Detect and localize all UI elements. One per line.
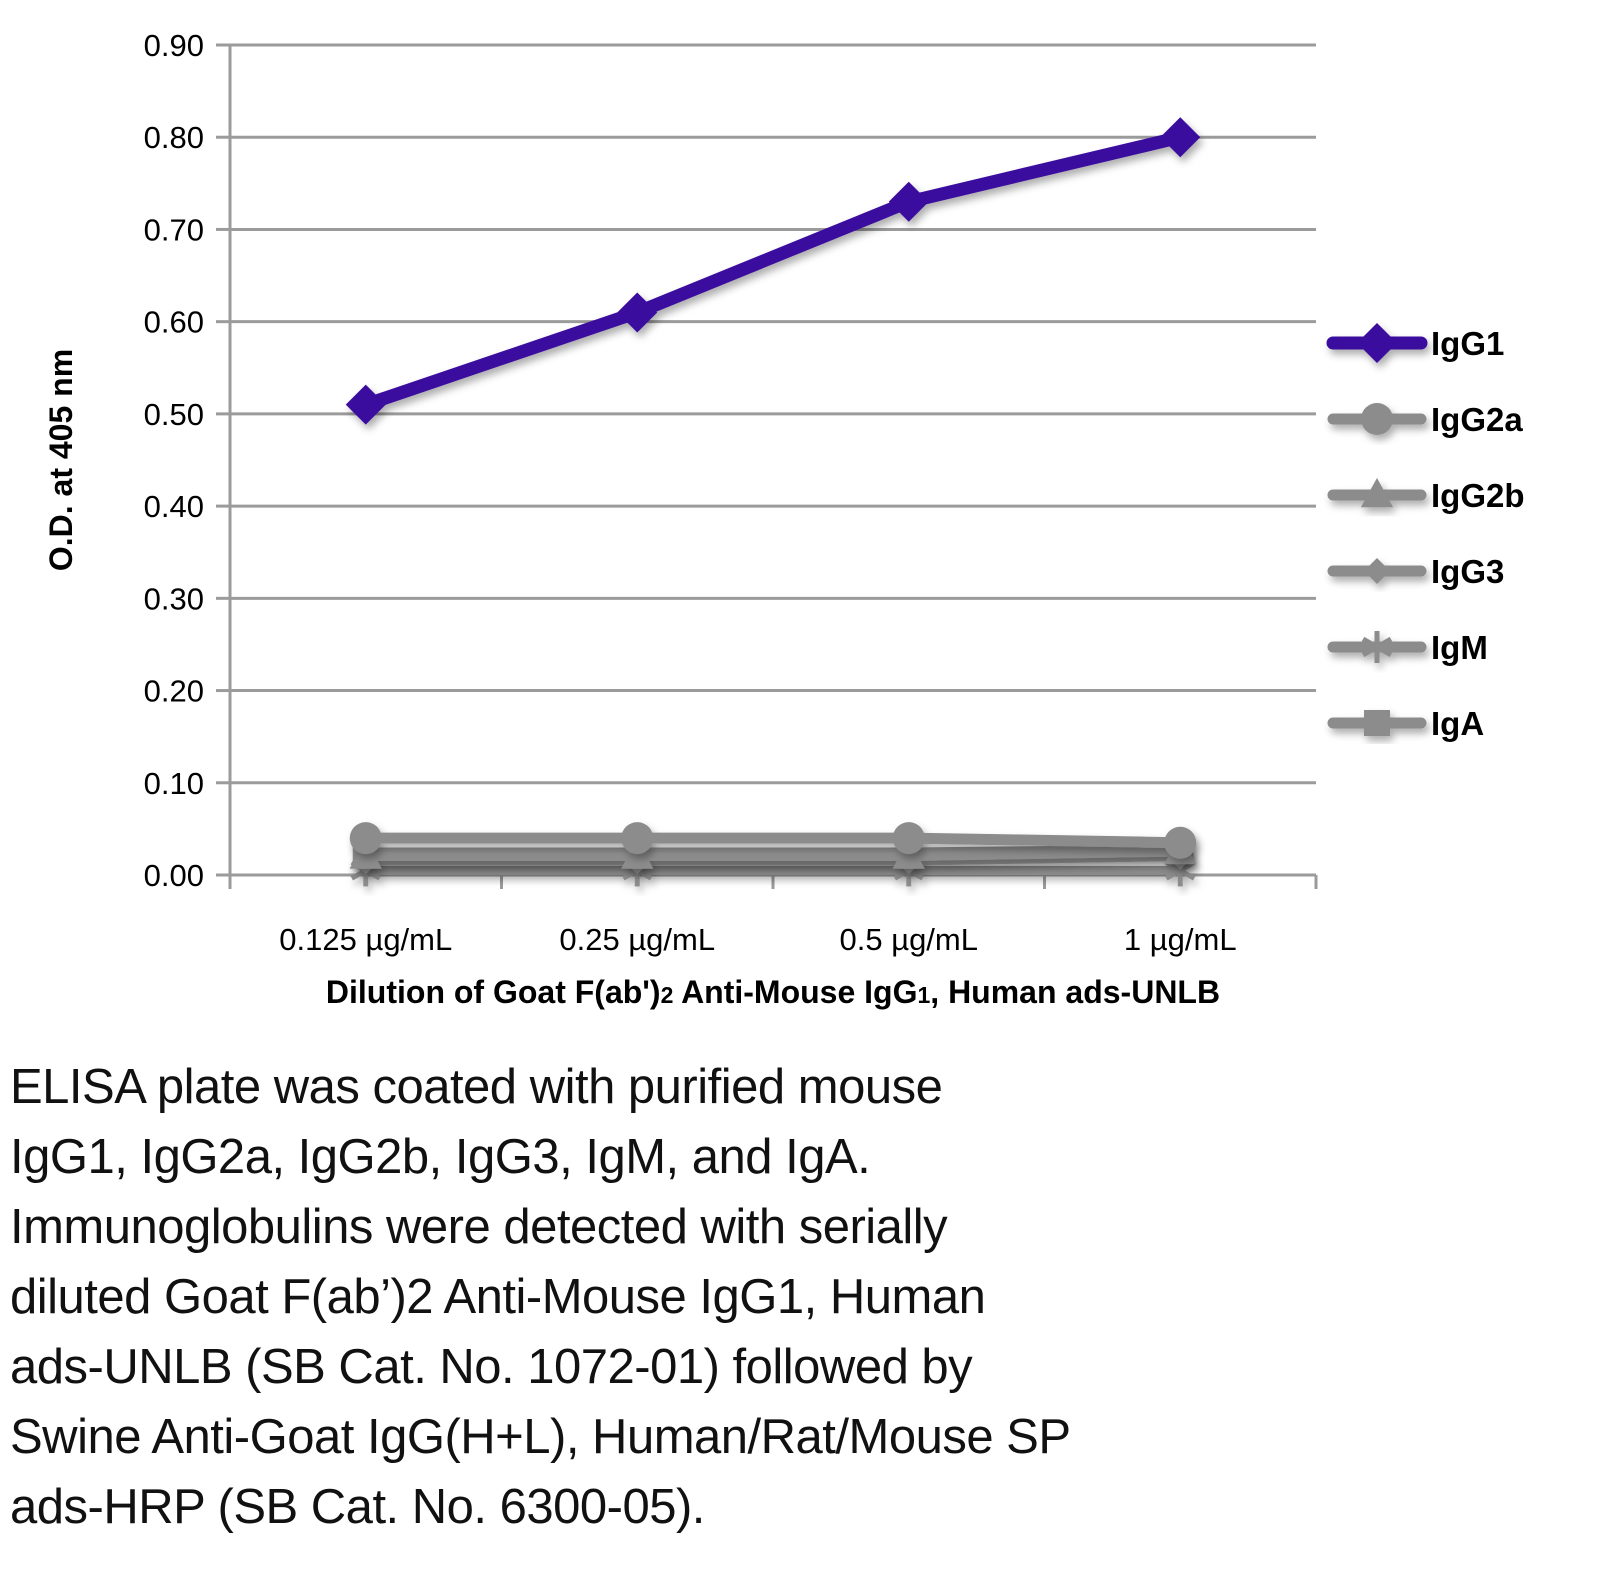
series-IgG2b-marker-triangle [892, 839, 925, 869]
y-tick-label: 0.60 [144, 305, 204, 340]
series-IgG3-marker-diamond [1364, 558, 1390, 584]
legend-item-IgG3 [1327, 558, 1427, 584]
x-axis-title-segment: 2 [661, 982, 674, 1008]
figure-caption: ELISA plate was coated with purified mou… [10, 1052, 1610, 1542]
caption-line: diluted Goat F(ab’)2 Anti-Mouse IgG1, Hu… [10, 1270, 986, 1324]
series-IgA-marker-square [1364, 710, 1390, 736]
series-IgG1-marker-diamond [617, 292, 658, 333]
caption-line: Immunoglobulins were detected with seria… [10, 1200, 948, 1254]
legend-item-IgM [1327, 631, 1427, 663]
legend-item-IgG2b [1327, 478, 1427, 508]
series-IgG1-line [359, 130, 1187, 412]
y-tick-label: 0.30 [144, 581, 204, 616]
series-IgM-marker-asterisk [1361, 636, 1393, 658]
x-axis-title-segment: , Human ads-UNLB [930, 974, 1220, 1010]
legend-label-IgG3: IgG3 [1431, 553, 1504, 590]
series-IgG1-marker-diamond [888, 181, 929, 222]
series-IgG2a-marker-circle [349, 822, 382, 855]
y-tick-label: 0.50 [144, 397, 204, 432]
x-axis-title-segment: 1 [917, 982, 930, 1008]
caption-line: ads-HRP (SB Cat. No. 6300-05). [10, 1480, 705, 1534]
y-tick-label: 0.70 [144, 212, 204, 247]
series-IgG2a-marker-circle [1361, 403, 1393, 435]
y-tick-label: 0.80 [144, 120, 204, 155]
y-tick-label: 0.90 [144, 28, 204, 63]
legend-label-IgG1: IgG1 [1431, 325, 1504, 362]
series-IgG1-marker-diamond [345, 384, 386, 425]
x-axis-title-segment: Dilution of Goat F(ab') [326, 974, 661, 1010]
y-tick-label: 0.40 [144, 489, 204, 524]
elisa-line-chart: 0.00 0.10 0.20 0.30 0.40 0.50 0.60 0.70 0.80 0.90… [43, 28, 1525, 1010]
legend-item-IgA [1327, 710, 1427, 736]
series-IgG2b-marker-triangle [1360, 478, 1394, 508]
x-category-label: 0.5 µg/mL [840, 922, 979, 957]
legend-item-IgG2a [1327, 403, 1427, 435]
series-IgG1-marker-diamond [1160, 117, 1201, 158]
series-IgG1 [345, 117, 1201, 425]
x-axis-title: Dilution of Goat F(ab')2 Anti-Mouse IgG1… [326, 974, 1220, 1010]
caption-line: Swine Anti-Goat IgG(H+L), Human/Rat/Mous… [10, 1410, 1071, 1464]
series-IgG2a [349, 822, 1197, 859]
y-axis-title: O.D. at 405 nm [43, 349, 79, 571]
series-IgG2b-line [361, 847, 1185, 862]
series-IgG2b-marker-triangle [349, 839, 382, 869]
legend-label-IgM: IgM [1431, 629, 1488, 666]
x-category-label: 1 µg/mL [1124, 922, 1237, 957]
series-IgG2a-marker-circle [1164, 826, 1197, 859]
chart-svg: 0.00 0.10 0.20 0.30 0.40 0.50 0.60 0.70 0.80 0.90… [43, 28, 1525, 1010]
legend-label-IgA: IgA [1431, 705, 1484, 742]
series-IgG2b-marker-triangle [621, 839, 654, 869]
x-axis-title-segment: Anti-Mouse IgG [673, 974, 917, 1010]
series-IgG1-marker-diamond [1357, 323, 1397, 363]
caption-line: ads-UNLB (SB Cat. No. 1072-01) followed … [10, 1340, 973, 1394]
caption-line: IgG1, IgG2a, IgG2b, IgG3, IgM, and IgA. [10, 1130, 871, 1184]
x-category-label: 0.25 µg/mL [559, 922, 715, 957]
series-IgG2a-marker-circle [892, 822, 925, 855]
series-IgG2a-line [360, 832, 1186, 849]
caption-line: ELISA plate was coated with purified mou… [10, 1060, 943, 1114]
x-category-label: 0.125 µg/mL [279, 922, 452, 957]
y-tick-label: 0.10 [144, 766, 204, 801]
legend-label-IgG2b: IgG2b [1431, 477, 1525, 514]
series-IgM-marker-asterisk [1165, 860, 1196, 881]
legend-item-IgG1 [1326, 323, 1428, 363]
legend-label-IgG2a: IgG2a [1431, 401, 1523, 438]
series-IgG2a-marker-circle [621, 822, 654, 855]
y-tick-label: 0.20 [144, 674, 204, 709]
series-IgG3-line [361, 852, 1185, 866]
y-tick-label: 0.00 [144, 858, 204, 893]
